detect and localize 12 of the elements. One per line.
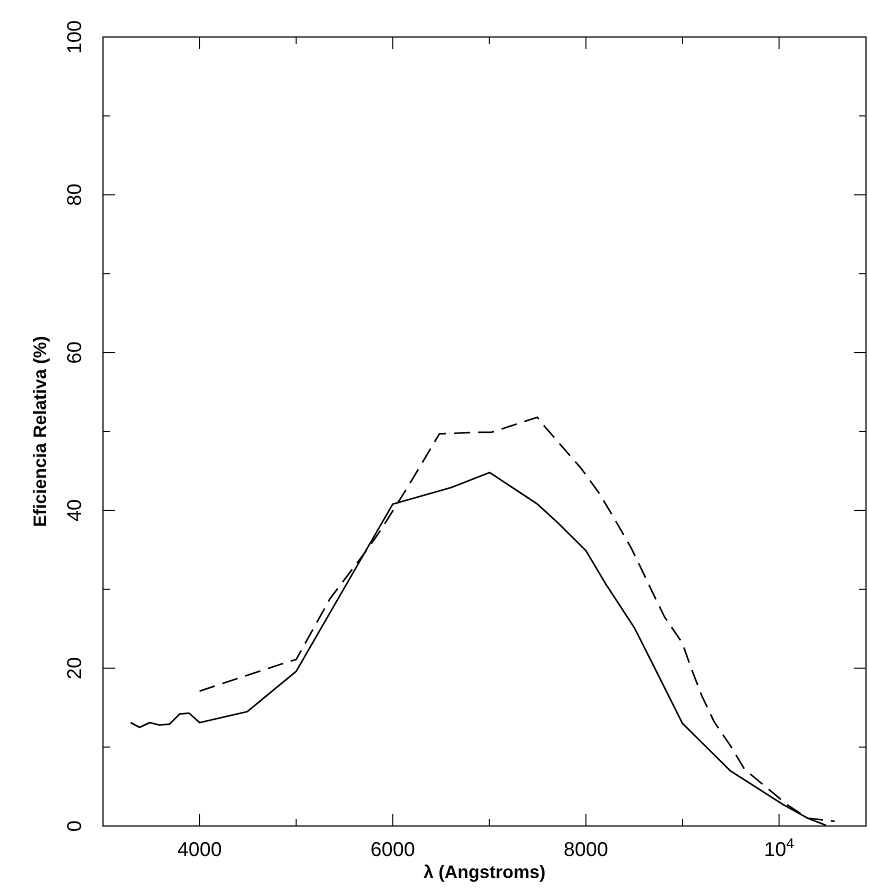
y-tick-label: 40 xyxy=(64,499,86,522)
y-tick-label: 0 xyxy=(64,820,86,832)
x-axis-title: λ (Angstroms) xyxy=(423,862,546,882)
y-tick-label: 20 xyxy=(64,657,86,680)
x-tick-label: 6000 xyxy=(370,839,415,861)
x-tick-label: 10$^{4}$ xyxy=(764,835,794,861)
x-tick-label: 8000 xyxy=(564,839,608,861)
x-tick-label: 4000 xyxy=(177,839,222,861)
y-axis-title: Eficiencia Relativa (%) xyxy=(30,336,50,528)
y-tick-label: 60 xyxy=(64,341,86,364)
y-tick-label: 80 xyxy=(64,184,86,206)
y-tick-label: 100 xyxy=(64,20,86,54)
